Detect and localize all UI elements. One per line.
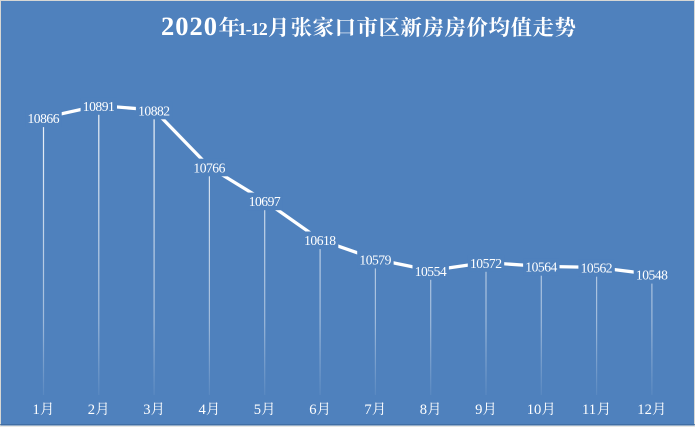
svg-text:1-12: 1-12 bbox=[238, 19, 268, 39]
svg-text:10891: 10891 bbox=[83, 99, 115, 114]
svg-text:8: 8 bbox=[420, 402, 427, 418]
svg-text:2020: 2020 bbox=[161, 11, 217, 41]
svg-text:3: 3 bbox=[143, 402, 150, 418]
svg-text:10866: 10866 bbox=[28, 111, 60, 126]
svg-text:10548: 10548 bbox=[636, 268, 668, 283]
svg-text:10579: 10579 bbox=[359, 252, 391, 267]
svg-text:12: 12 bbox=[637, 402, 652, 418]
svg-text:11: 11 bbox=[582, 402, 596, 418]
svg-text:5: 5 bbox=[254, 402, 261, 418]
svg-text:10572: 10572 bbox=[470, 256, 502, 271]
svg-text:10: 10 bbox=[527, 402, 542, 418]
svg-text:10618: 10618 bbox=[304, 233, 336, 248]
svg-text:4: 4 bbox=[199, 402, 207, 418]
svg-text:9: 9 bbox=[475, 402, 482, 418]
svg-text:10766: 10766 bbox=[193, 160, 225, 175]
svg-text:2: 2 bbox=[88, 402, 95, 418]
svg-text:6: 6 bbox=[309, 402, 316, 418]
svg-text:10697: 10697 bbox=[249, 194, 281, 209]
svg-text:10554: 10554 bbox=[415, 264, 447, 279]
svg-text:10564: 10564 bbox=[525, 260, 557, 275]
svg-text:10562: 10562 bbox=[581, 261, 613, 276]
svg-text:7: 7 bbox=[364, 402, 371, 418]
svg-text:10882: 10882 bbox=[138, 103, 170, 118]
svg-text:1: 1 bbox=[33, 402, 40, 418]
